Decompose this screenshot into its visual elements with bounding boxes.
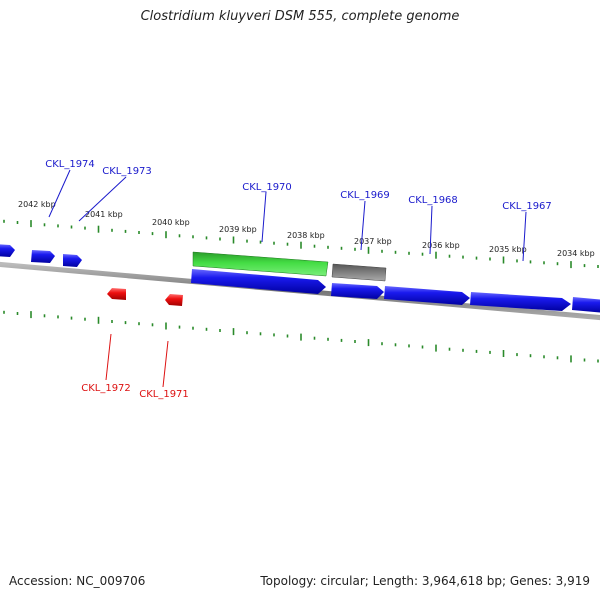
kbp-label: 2041 kbp [85,210,123,219]
reverse-gene-track [107,288,183,306]
green-feature-block[interactable] [192,251,329,277]
kbp-label: 2034 kbp [557,249,595,258]
kbp-label: 2039 kbp [219,225,257,234]
topology-text: Topology: circular; Length: 3,964,618 bp… [260,574,590,588]
forward-gene-track [0,244,600,313]
kbp-label: 2040 kbp [152,218,190,227]
accession-text: Accession: NC_009706 [9,574,146,588]
gene-arrow-forward[interactable] [470,292,571,311]
gene-arrow-reverse[interactable] [165,294,183,306]
kbp-label: 2038 kbp [287,231,325,240]
gene-arrow-forward[interactable] [191,269,326,294]
grey-feature-block[interactable] [331,263,387,282]
gene-arrow-forward[interactable] [572,297,600,313]
feature-track [192,251,387,282]
gene-label-ckl-1974[interactable]: CKL_1974 [45,159,95,170]
gene-label-ckl-1973[interactable]: CKL_1973 [102,166,152,177]
inner-scale-ticks [3,310,599,363]
gene-arrow-forward[interactable] [63,254,82,267]
gene-label-ckl-1972[interactable]: CKL_1972 [81,383,131,394]
gene-label-ckl-1967[interactable]: CKL_1967 [502,201,552,212]
kbp-label: 2037 kbp [354,237,392,246]
gene-arrow-forward[interactable] [384,286,470,305]
gene-arrow-forward[interactable] [0,244,15,257]
reverse-gene-callouts [105,333,169,388]
kbp-scale-labels: 2042 kbp 2041 kbp 2040 kbp 2039 kbp 2038… [18,200,595,258]
gene-label-ckl-1971[interactable]: CKL_1971 [139,389,189,400]
genome-title: Clostridium kluyveri DSM 555, complete g… [140,9,460,24]
gene-arrow-forward[interactable] [31,250,55,263]
outer-scale-ticks [3,219,599,269]
kbp-label: 2035 kbp [489,245,527,254]
gene-label-ckl-1970[interactable]: CKL_1970 [242,182,292,193]
gene-arrow-forward[interactable] [331,283,384,299]
kbp-label: 2042 kbp [18,200,56,209]
gene-label-ckl-1969[interactable]: CKL_1969 [340,190,390,201]
gene-label-ckl-1968[interactable]: CKL_1968 [408,195,458,206]
kbp-label: 2036 kbp [422,241,460,250]
gene-arrow-reverse[interactable] [107,288,126,300]
forward-gene-callouts [48,169,527,262]
